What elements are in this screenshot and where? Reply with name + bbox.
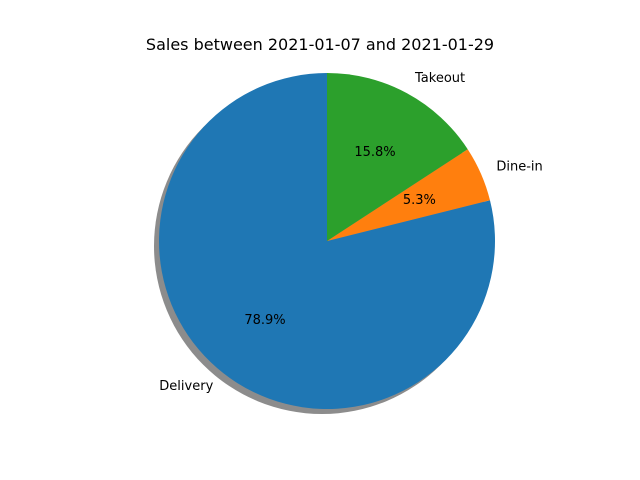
- slice-percent-label: 78.9%: [244, 313, 285, 328]
- slice-label: Dine-in: [496, 160, 542, 175]
- pie-slices: [158, 73, 495, 409]
- slice-label: Takeout: [414, 71, 465, 86]
- pie-slice-takeout: [327, 73, 468, 241]
- pie-slice-dine-in: [327, 149, 490, 241]
- slice-label: Delivery: [159, 379, 213, 394]
- pie-labels: Delivery 78.9% Dine-in 5.3% Takeout 15.8%: [159, 71, 542, 394]
- chart-title: Sales between 2021-01-07 and 2021-01-29: [146, 35, 494, 54]
- slice-percent-label: 15.8%: [354, 145, 395, 160]
- slice-percent-label: 5.3%: [403, 193, 436, 208]
